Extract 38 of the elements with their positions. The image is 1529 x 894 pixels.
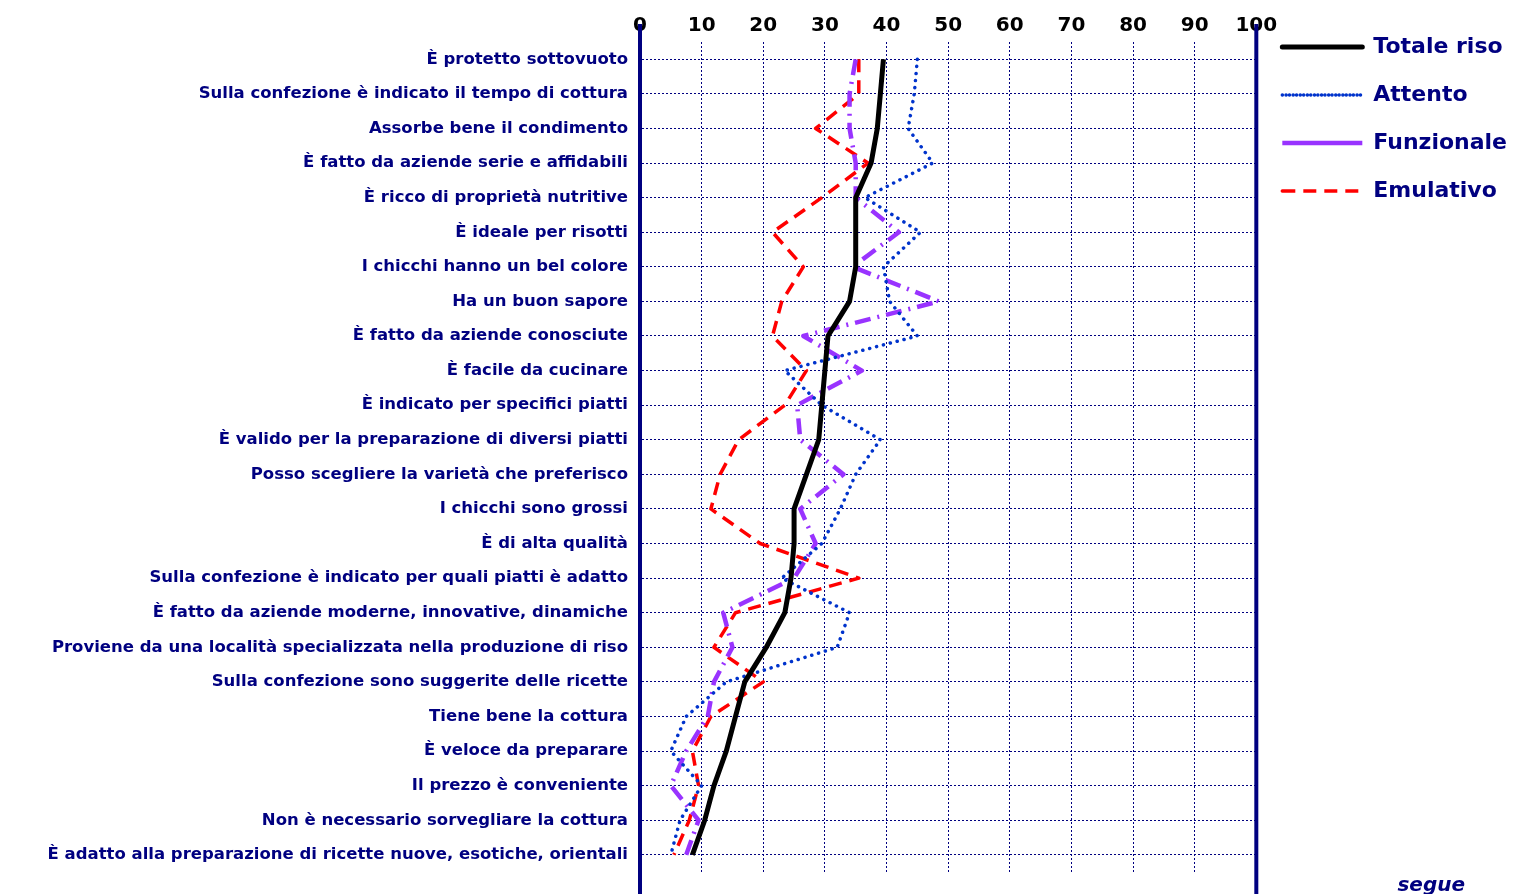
legend-label: Totale riso xyxy=(1373,32,1503,58)
x-tick-label: 10 xyxy=(687,12,716,37)
x-tick-label: 80 xyxy=(1119,12,1147,37)
x-tick-label: 70 xyxy=(1057,12,1086,37)
y-tick-label: È fatto da aziende serie e affidabili xyxy=(303,152,628,172)
y-tick-label: È di alta qualità xyxy=(481,532,628,552)
y-tick-label: I chicchi hanno un bel colore xyxy=(361,256,628,276)
y-tick-label: Sulla confezione è indicato il tempo di cottura xyxy=(198,83,628,103)
y-tick-label: Sulla confezione sono suggerite delle ricette xyxy=(211,671,628,691)
y-tick-label: È adatto alla preparazione di ricette nuove, esotiche, orientali xyxy=(47,844,628,864)
x-tick-label: 60 xyxy=(995,12,1024,37)
x-tick-label: 30 xyxy=(810,12,839,37)
y-tick-label: È ricco di proprietà nutritive xyxy=(363,186,628,206)
legend-label: Attento xyxy=(1373,80,1468,106)
y-tick-label: È fatto da aziende moderne, innovative, dinamiche xyxy=(152,601,628,621)
y-tick-label: Non è necessario sorvegliare la cottura xyxy=(261,809,628,829)
legend-label: Funzionale xyxy=(1373,128,1507,154)
y-tick-label: Assorbe bene il condimento xyxy=(368,117,628,137)
x-tick-label: 40 xyxy=(872,12,901,37)
y-tick-label: Tiene bene la cottura xyxy=(429,705,628,725)
y-tick-label: È ideale per risotti xyxy=(455,221,628,241)
y-tick-label: È facile da cucinare xyxy=(446,359,628,379)
y-tick-label: È fatto da aziende conosciute xyxy=(352,325,628,345)
y-tick-label: Ha un buon sapore xyxy=(452,290,628,310)
y-tick-label: È valido per la preparazione di diversi piatti xyxy=(218,429,628,449)
y-tick-label: Il prezzo è conveniente xyxy=(411,774,628,794)
y-tick-label: È protetto sottovuoto xyxy=(426,48,628,68)
y-tick-label: È indicato per specifici piatti xyxy=(361,394,628,414)
y-tick-label: I chicchi sono grossi xyxy=(439,498,628,518)
x-tick-label: 90 xyxy=(1180,12,1209,37)
x-tick-label: 100 xyxy=(1235,12,1278,37)
y-tick-label: Proviene da una località specializzata nella produzione di riso xyxy=(51,636,628,656)
legend-label: Emulativo xyxy=(1373,176,1497,202)
y-tick-label: È veloce da preparare xyxy=(423,740,628,760)
y-tick-label: Sulla confezione è indicato per quali piatti è adatto xyxy=(149,567,628,587)
y-tick-label: Posso scegliere la varietà che preferisco xyxy=(250,463,628,483)
x-tick-label: 20 xyxy=(749,12,778,37)
x-tick-label: 50 xyxy=(934,12,963,37)
